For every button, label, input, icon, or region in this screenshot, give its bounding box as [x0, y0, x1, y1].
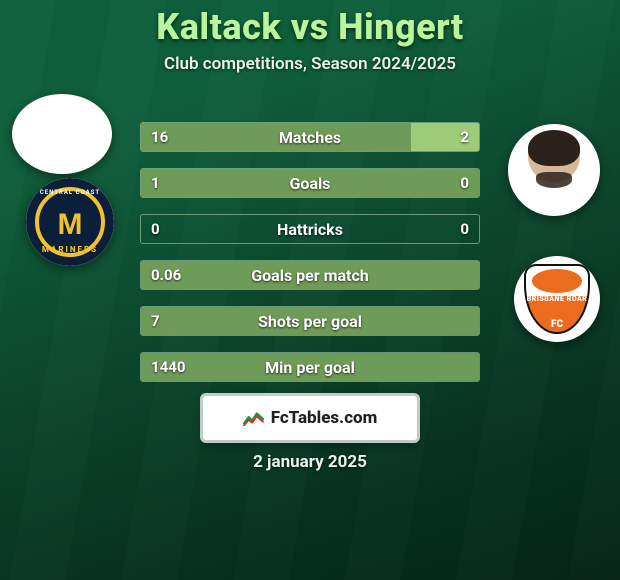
stat-value-right: 0 — [460, 215, 469, 243]
stat-row: 0 0Hattricks — [140, 214, 480, 244]
subtitle: Club competitions, Season 2024/2025 — [0, 54, 620, 74]
date-label: 2 january 2025 — [0, 452, 620, 472]
stat-row: 10Goals — [140, 168, 480, 198]
stat-fill-right — [411, 123, 479, 151]
club-right-badge: BRISBANE ROAR — [514, 256, 600, 342]
page-title: Kaltack vs Hingert — [0, 0, 620, 48]
roar-badge-icon: BRISBANE ROAR — [524, 264, 589, 335]
player-right-photo — [508, 124, 600, 216]
branding-plate: FcTables.com — [203, 396, 417, 440]
stat-row: 0.06Goals per match — [140, 260, 480, 290]
stat-value-left: 0 — [151, 215, 160, 243]
stat-fill-left — [141, 169, 479, 197]
stat-fill-left — [141, 261, 479, 289]
branding-label: FcTables.com — [271, 408, 378, 428]
mariners-bottom-text: MARINERS — [26, 245, 114, 254]
mariners-badge-icon: CENTRAL COAST MARINERS — [26, 178, 114, 266]
stat-row: 7Shots per goal — [140, 306, 480, 336]
chart-icon — [243, 409, 265, 427]
stat-rows: 162Matches 10Goals 0 0Hattricks 0.06Goals pe… — [140, 122, 480, 398]
stat-fill-left — [141, 123, 411, 151]
stat-label: Hattricks — [141, 215, 479, 243]
content: Kaltack vs Hingert Club competitions, Se… — [0, 0, 620, 580]
stat-row: 162Matches — [140, 122, 480, 152]
player-left-photo — [12, 94, 112, 174]
roar-mid-text: BRISBANE ROAR — [524, 295, 589, 303]
stat-fill-left — [141, 353, 479, 381]
mariners-top-text: CENTRAL COAST — [26, 189, 114, 196]
face-icon — [508, 124, 600, 216]
stat-row: 1440Min per goal — [140, 352, 480, 382]
stat-fill-left — [141, 307, 479, 335]
club-left-badge: CENTRAL COAST MARINERS — [26, 178, 114, 266]
